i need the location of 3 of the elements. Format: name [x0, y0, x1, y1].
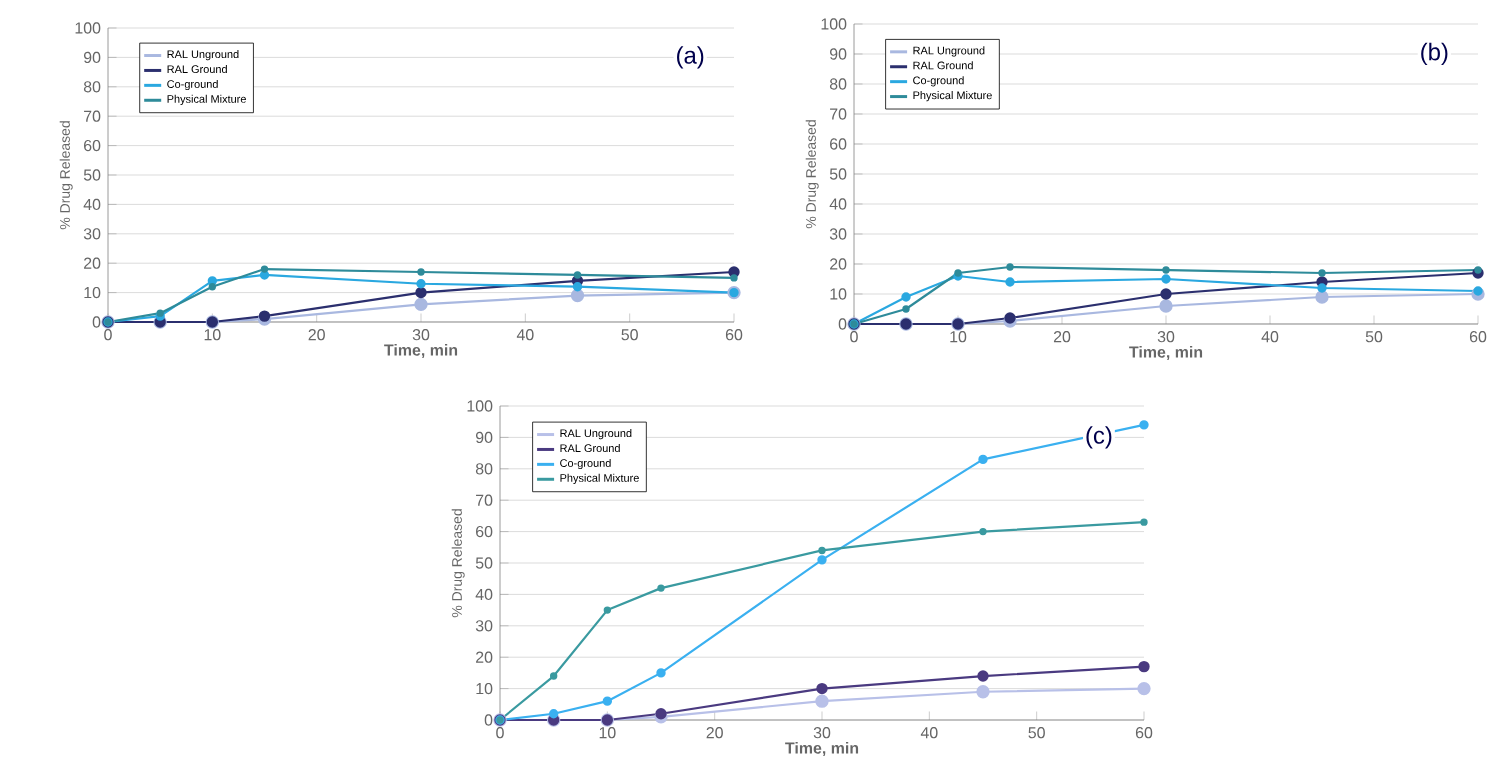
annotation: (c)	[1086, 426, 1112, 449]
annotation: (a)	[677, 46, 704, 69]
annotation: (b)	[1421, 42, 1448, 66]
